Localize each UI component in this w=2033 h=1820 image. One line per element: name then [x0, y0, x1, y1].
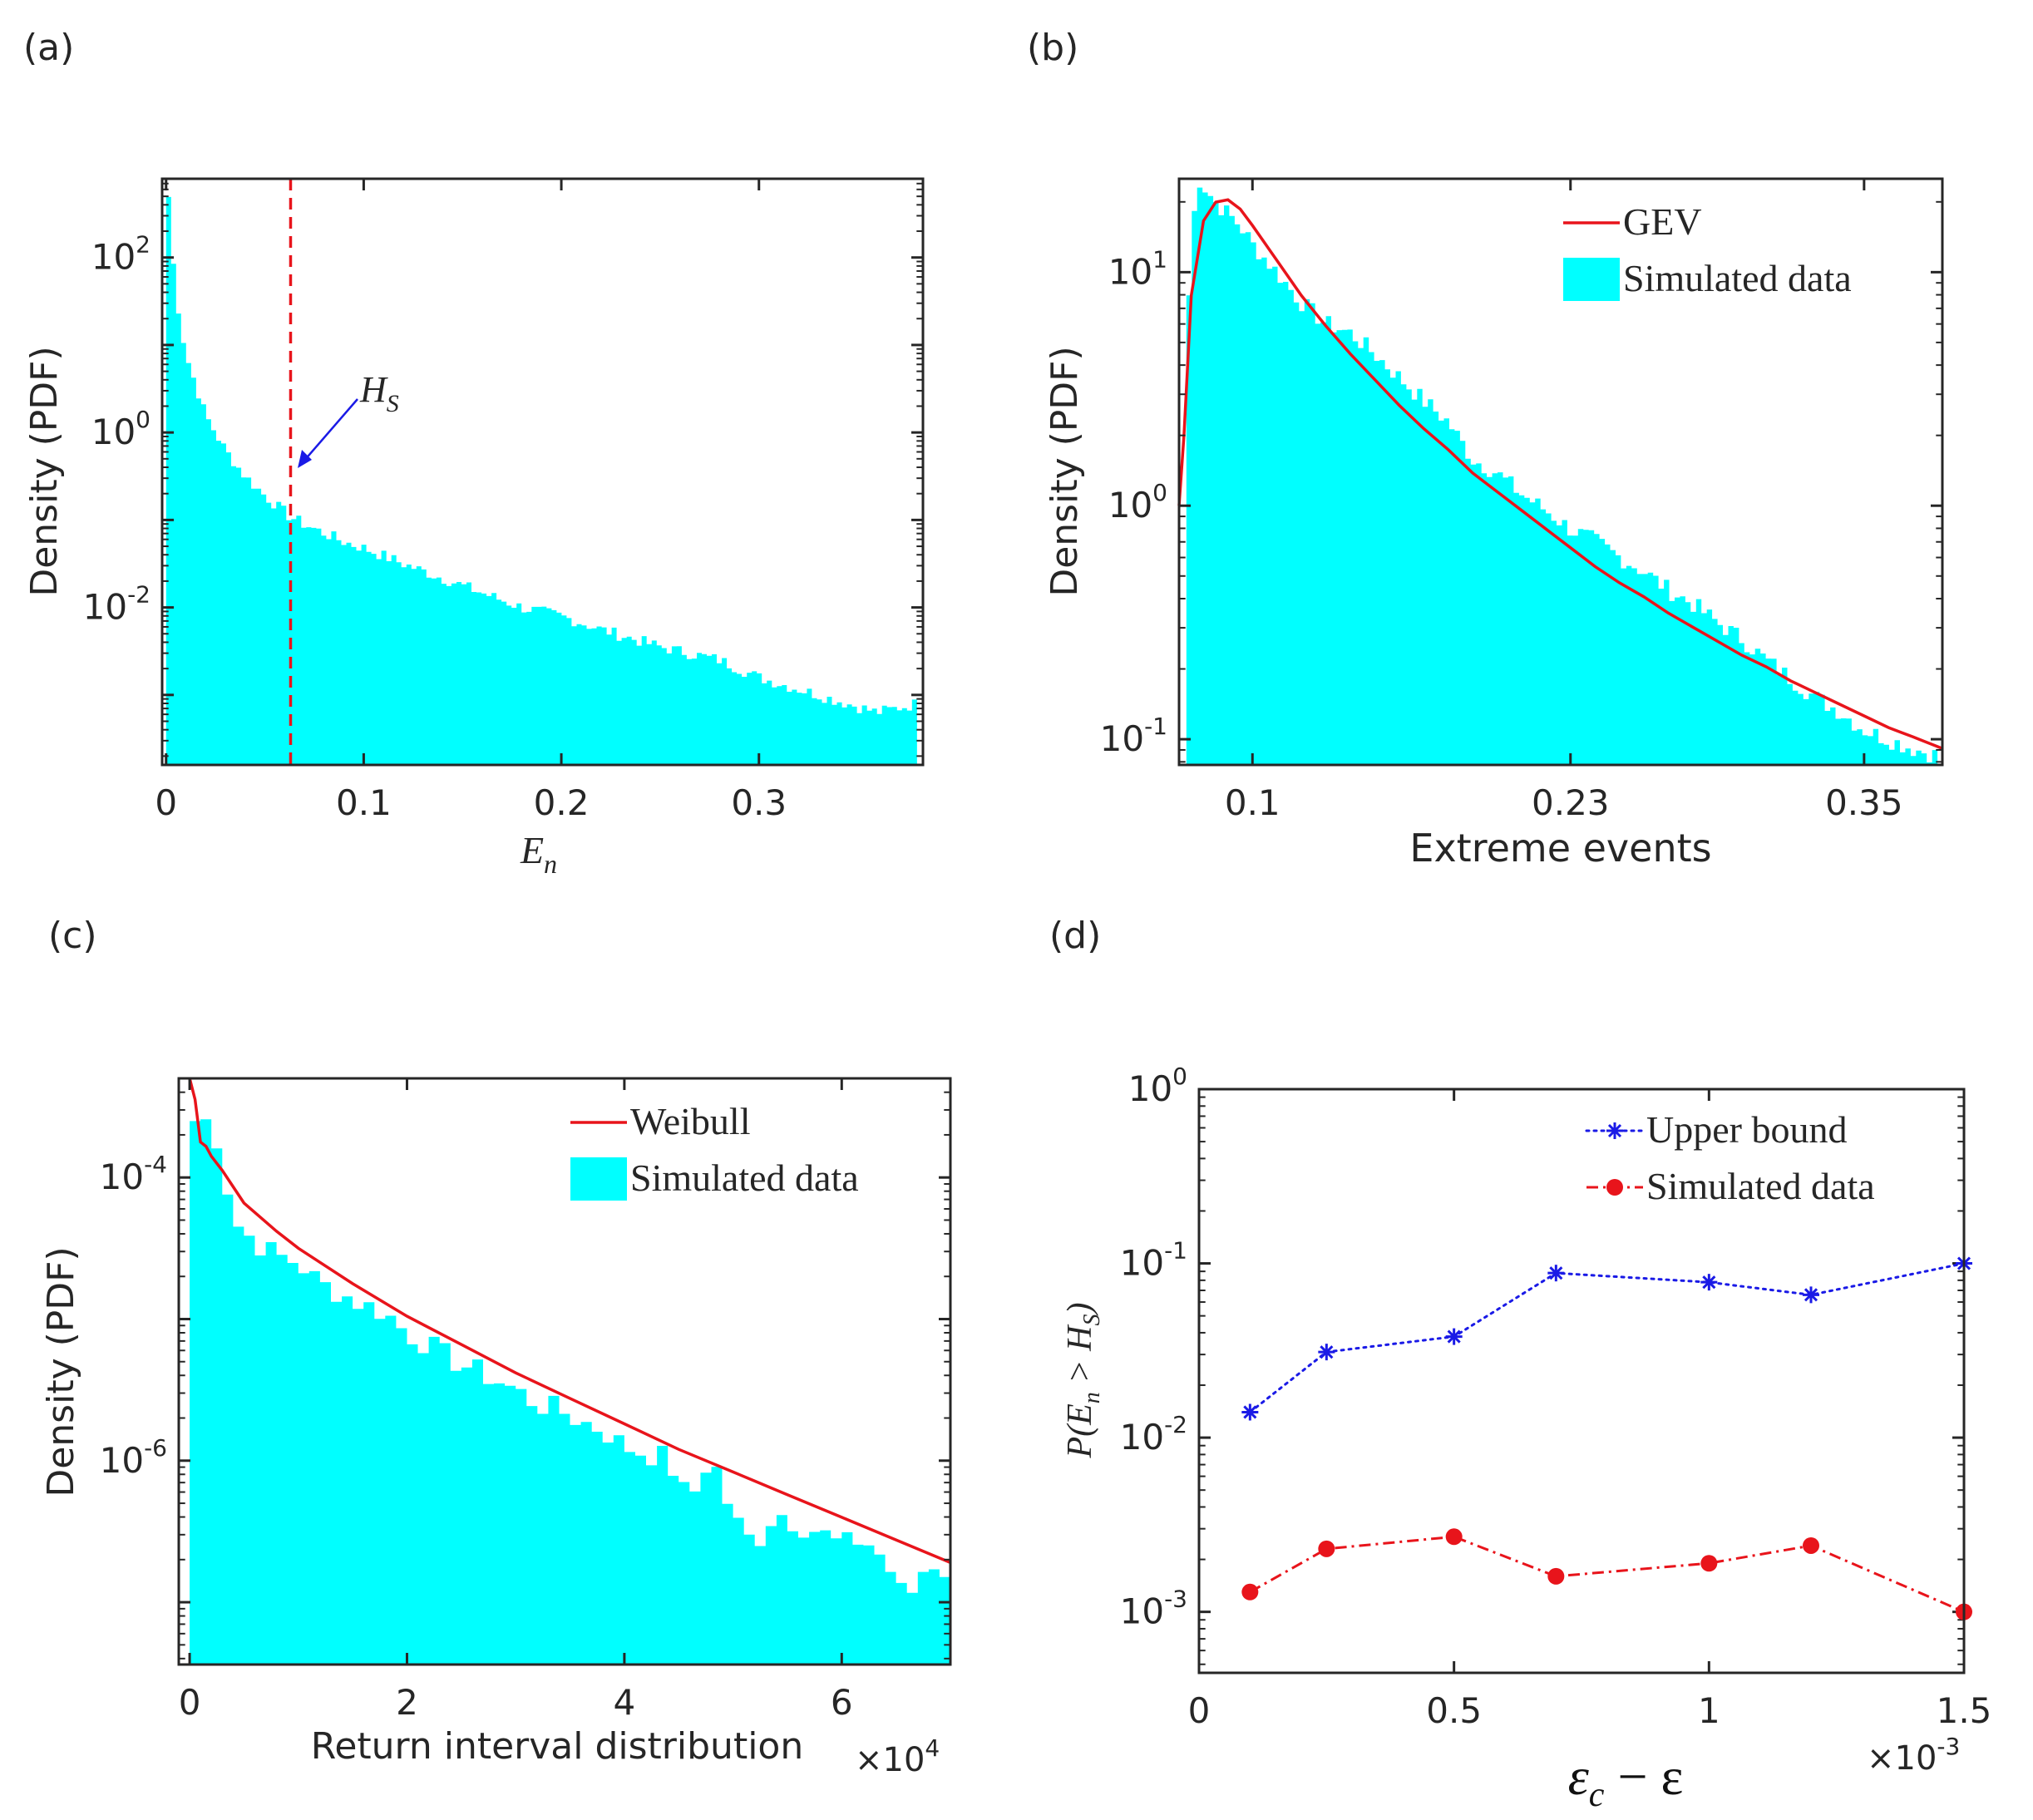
- panel-a-hs-annotation: HS: [298, 369, 399, 468]
- simulated-point: [1445, 1528, 1463, 1546]
- panel-c-legend-sim-label: Simulated data: [630, 1157, 859, 1199]
- panel-b-y-label: Density (PDF): [1044, 346, 1086, 596]
- x-tick-label: 0: [1188, 1690, 1211, 1731]
- panel-b-gev-line: [1177, 198, 1943, 750]
- x-tick-label: 1: [1698, 1690, 1720, 1731]
- panel-c-weibull-line: [188, 1078, 951, 1565]
- panel-b-legend-gev-label: GEV: [1623, 200, 1702, 243]
- y-tick-label: 10-3: [1120, 1586, 1187, 1632]
- x-tick-label: 0.2: [534, 782, 590, 823]
- upper-bound-point: [1700, 1274, 1718, 1291]
- x-tick-label: 1.5: [1937, 1690, 1992, 1731]
- panel-label-d: (d): [1049, 915, 1101, 957]
- upper-bound-point: [1803, 1286, 1819, 1304]
- panel-c-x-label: Return interval distribution: [311, 1725, 803, 1768]
- panel-a-hs-arrow: [303, 398, 358, 462]
- simulated-point: [1318, 1540, 1335, 1557]
- panel-c-legend: Weibull Simulated data: [570, 1100, 859, 1201]
- y-tick-label: 10-2: [1120, 1411, 1187, 1457]
- simulated-point: [1241, 1583, 1259, 1601]
- panel-b-legend: GEV Simulated data: [1563, 200, 1852, 301]
- x-tick-label: 0.3: [731, 782, 787, 823]
- x-tick-label: 0: [179, 1682, 201, 1723]
- panel-b-legend-sim-label: Simulated data: [1623, 257, 1852, 299]
- x-tick-label: 2: [396, 1682, 418, 1723]
- panel-d-axes-box: [1197, 1088, 1966, 1674]
- panel-b-legend-sim-swatch: [1563, 258, 1620, 301]
- panel-d-legend-upper-marker: [1606, 1122, 1623, 1139]
- panel-a-axes-box: [160, 177, 925, 767]
- panel-b-axes-box: [1177, 177, 1944, 767]
- y-tick-label: 10-6: [100, 1434, 167, 1481]
- y-tick-label: 102: [91, 231, 151, 278]
- panel-d-legend-upper-label: Upper bound: [1646, 1108, 1847, 1151]
- panel-d-x-label: εc − ε: [1568, 1747, 1684, 1814]
- panel-d-ticks: 0 0.5 1 1.5 10-3 10-2 10-1 100: [1120, 1063, 1992, 1731]
- x-tick-label: 0.1: [1225, 782, 1280, 823]
- panel-b-histogram: [1186, 187, 1938, 766]
- y-tick-label: 10-1: [1100, 713, 1167, 759]
- panel-b-ticks: 0.1 0.23 0.35 10-1 100 101: [1100, 179, 1942, 823]
- x-tick-label: 6: [831, 1682, 853, 1723]
- x-tick-label: 4: [614, 1682, 636, 1723]
- panel-d-legend: Upper bound Simulated data: [1585, 1108, 1875, 1207]
- simulated-point: [1547, 1567, 1565, 1585]
- upper-bound-point: [1445, 1328, 1463, 1345]
- panel-c-legend-sim-swatch: [570, 1157, 627, 1201]
- panel-d-chart: 0 0.5 1 1.5 10-3 10-2 10-1 100 Upper bound Simu…: [1061, 1063, 1991, 1814]
- y-tick-label: 101: [1108, 245, 1167, 292]
- panel-c-ticks: 0 2 4 6 10-6 10-4: [100, 1078, 950, 1723]
- panel-d-simulated-markers: [1241, 1528, 1972, 1620]
- panel-label-a: (a): [23, 27, 74, 69]
- panel-c-histogram: [190, 1119, 950, 1665]
- x-tick-label: 0.1: [336, 782, 392, 823]
- panel-a-y-label: Density (PDF): [23, 346, 66, 596]
- y-tick-label: 10-1: [1120, 1237, 1187, 1284]
- panel-a-chart: HS 0 0.1 0.2 0.3 10-2 100 102 Density (PDF) En: [23, 177, 925, 879]
- panel-a-histogram: [165, 196, 917, 765]
- y-tick-label: 100: [1108, 479, 1167, 525]
- y-tick-label: 100: [91, 406, 151, 452]
- panel-c-x-multiplier: ×104: [855, 1734, 940, 1779]
- panel-a-hs-label: HS: [359, 369, 399, 417]
- simulated-point: [1700, 1555, 1718, 1572]
- y-tick-label: 10-4: [100, 1151, 167, 1197]
- panel-c-axes-box: [177, 1077, 952, 1666]
- panel-b-x-label: Extreme events: [1409, 826, 1711, 871]
- panel-label-b: (b): [1027, 27, 1078, 69]
- panel-d-legend-sim-label: Simulated data: [1646, 1165, 1875, 1207]
- x-tick-label: 0.5: [1426, 1690, 1482, 1731]
- panel-d-plot-area: [1199, 1089, 1964, 1673]
- upper-bound-point: [1318, 1344, 1335, 1361]
- y-tick-label: 10-2: [83, 581, 151, 628]
- panel-a-hs-arrowhead: [298, 450, 312, 468]
- x-tick-label: 0.23: [1532, 782, 1610, 823]
- panel-d-x-multiplier: ×10-3: [1867, 1733, 1960, 1778]
- panel-c-chart: 0 2 4 6 10-6 10-4 Weibull Simulated data Dens…: [40, 1077, 952, 1779]
- x-tick-label: 0.35: [1825, 782, 1903, 823]
- panel-d-legend-sim-marker: [1606, 1179, 1623, 1196]
- x-tick-label: 0: [155, 782, 177, 823]
- panel-c-y-label: Density (PDF): [40, 1246, 82, 1497]
- panel-a-x-label: En: [520, 829, 557, 879]
- panel-b-chart: 0.1 0.23 0.35 10-1 100 101 GEV Simulated data…: [1044, 177, 1944, 871]
- y-tick-label: 100: [1128, 1063, 1187, 1109]
- panel-d-y-label: P(En > HS): [1061, 1303, 1105, 1459]
- upper-bound-point: [1241, 1403, 1259, 1421]
- panel-c-legend-weibull-label: Weibull: [630, 1100, 751, 1142]
- upper-bound-point: [1547, 1265, 1565, 1282]
- panel-a-ticks: 0 0.1 0.2 0.3 10-2 100 102: [83, 179, 923, 823]
- panel-label-c: (c): [48, 915, 97, 957]
- simulated-point: [1803, 1536, 1819, 1554]
